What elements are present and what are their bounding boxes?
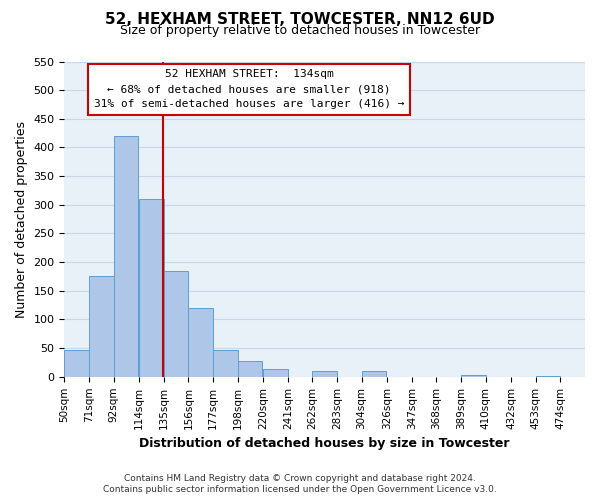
Bar [139, 199, 164, 377]
Bar [238, 361, 262, 377]
Bar [362, 370, 386, 377]
Text: Contains HM Land Registry data © Crown copyright and database right 2024.
Contai: Contains HM Land Registry data © Crown c… [103, 474, 497, 494]
Bar [313, 371, 337, 377]
Bar [213, 350, 238, 377]
Bar [263, 370, 288, 377]
Bar [64, 350, 89, 377]
Text: 52, HEXHAM STREET, TOWCESTER, NN12 6UD: 52, HEXHAM STREET, TOWCESTER, NN12 6UD [105, 12, 495, 26]
Text: Size of property relative to detached houses in Towcester: Size of property relative to detached ho… [120, 24, 480, 37]
X-axis label: Distribution of detached houses by size in Towcester: Distribution of detached houses by size … [139, 437, 510, 450]
Bar [89, 276, 113, 377]
Bar [113, 136, 138, 377]
Bar [188, 308, 213, 377]
Y-axis label: Number of detached properties: Number of detached properties [15, 120, 28, 318]
Bar [536, 376, 560, 377]
Bar [461, 375, 485, 377]
Text: 52 HEXHAM STREET:  134sqm
← 68% of detached houses are smaller (918)
31% of semi: 52 HEXHAM STREET: 134sqm ← 68% of detach… [94, 70, 404, 109]
Bar [164, 271, 188, 377]
